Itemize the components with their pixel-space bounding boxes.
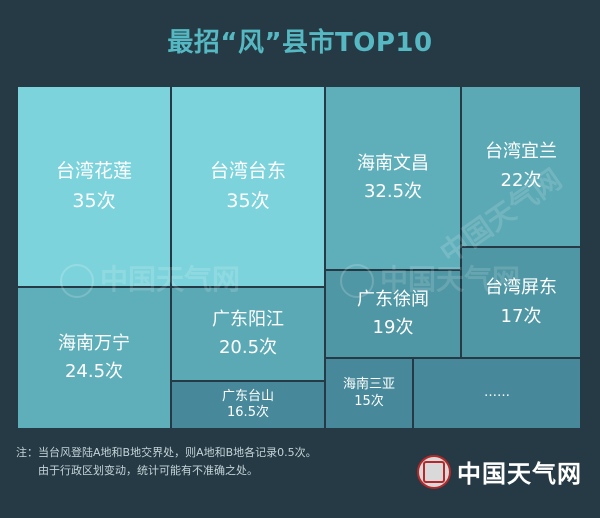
brand-logo: 中国天气网: [417, 454, 582, 489]
treemap-tile: 海南万宁 24.5次: [18, 288, 172, 430]
tile-count: 15次: [354, 393, 384, 409]
tile-name: 广东徐闻: [357, 288, 429, 310]
footnote-line-2: 由于行政区划变动，统计可能有不准确之处。: [38, 464, 258, 477]
tile-name: 海南万宁: [58, 332, 130, 354]
tile-name: 台湾台东: [209, 159, 286, 182]
footnote-line-1: 注：当台风登陆A地和B地交界处，则A地和B地各记录0.5次。: [16, 446, 317, 459]
tile-count: 16.5次: [227, 405, 269, 420]
tile-count: 20.5次: [218, 337, 278, 358]
tile-name: 台湾屏东: [485, 277, 557, 298]
tile-name: 海南三亚: [342, 377, 395, 393]
treemap-tile: 海南文昌 32.5次: [326, 87, 462, 271]
tile-count: 35次: [72, 189, 116, 212]
tile-count: 24.5次: [64, 361, 124, 382]
treemap-tile: 台湾花莲 35次: [18, 87, 172, 288]
tile-name: 台湾花莲: [55, 159, 132, 182]
tile-count: 17次: [500, 305, 542, 327]
treemap-tile: 广东徐闻 19次: [326, 271, 462, 359]
treemap-tile: ……: [414, 359, 582, 430]
chart-title: 最招“风”县市TOP10: [167, 28, 433, 58]
tile-name: 广东台山: [221, 388, 274, 404]
tile-name: ……: [484, 385, 510, 401]
seal-icon: [417, 454, 451, 489]
tile-count: 19次: [372, 317, 414, 338]
tile-count: 32.5次: [363, 181, 423, 202]
treemap-tile: 台湾屏东 17次: [462, 248, 582, 359]
tile-name: 台湾宜兰: [485, 141, 557, 162]
treemap-chart: 台湾花莲 35次 台湾台东 35次 海南文昌 32.5次 台湾宜兰 22次 海南万宁 24.5次广…: [18, 87, 582, 430]
tile-count: 22次: [500, 169, 542, 191]
treemap-tile: 台湾台东 35次: [172, 87, 326, 288]
tile-name: 广东阳江: [212, 308, 284, 330]
footnote: 注：当台风登陆A地和B地交界处，则A地和B地各记录0.5次。 由于行政区划变动，…: [16, 444, 317, 480]
treemap-tile: 广东阳江 20.5次: [172, 288, 326, 382]
treemap-tile: 海南三亚 15次: [326, 359, 414, 430]
tile-name: 海南文昌: [357, 152, 429, 174]
brand-name: 中国天气网: [457, 460, 582, 488]
treemap-tile: 台湾宜兰 22次: [462, 87, 582, 248]
tile-count: 35次: [226, 189, 270, 212]
treemap-tile: 广东台山 16.5次: [172, 382, 326, 430]
